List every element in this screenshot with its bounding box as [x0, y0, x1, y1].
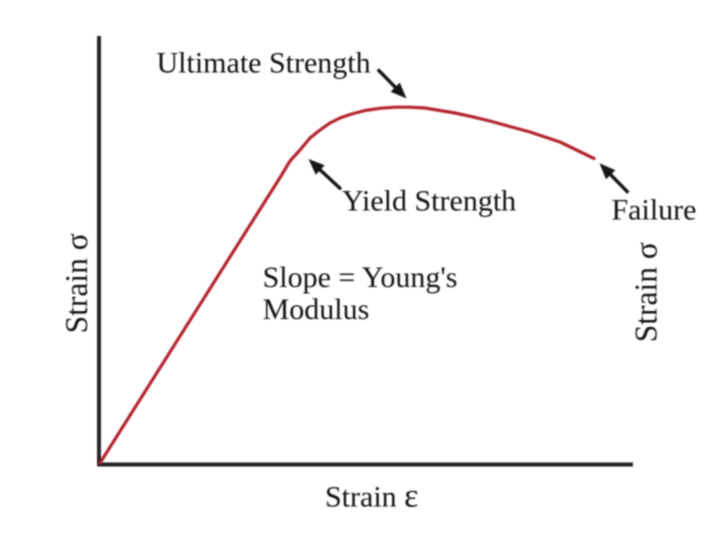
svg-text:Modulus: Modulus [263, 293, 370, 326]
svg-text:Slope = Young's: Slope = Young's [263, 261, 458, 294]
svg-text:Strain ε: Strain ε [325, 478, 418, 515]
svg-text:Strain σ: Strain σ [59, 233, 94, 333]
svg-text:Ultimate Strength: Ultimate Strength [157, 47, 371, 80]
svg-text:Strain σ: Strain σ [629, 242, 664, 342]
svg-text:Yield Strength: Yield Strength [342, 185, 516, 218]
svg-text:Failure: Failure [612, 194, 697, 227]
